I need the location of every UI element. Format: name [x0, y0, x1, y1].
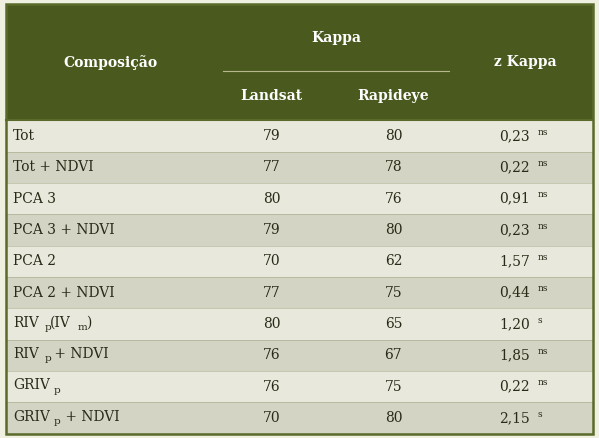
- Bar: [6, 308, 593, 339]
- Text: 67: 67: [385, 348, 403, 362]
- Text: 0,91: 0,91: [500, 191, 530, 205]
- Text: ns: ns: [538, 347, 548, 356]
- Text: 76: 76: [263, 380, 280, 394]
- Text: Kappa: Kappa: [311, 31, 361, 45]
- Text: + NDVI: + NDVI: [50, 347, 109, 361]
- Text: ns: ns: [538, 253, 548, 262]
- Text: 79: 79: [263, 223, 280, 237]
- Text: RIV: RIV: [13, 316, 39, 330]
- Text: (IV: (IV: [50, 316, 71, 330]
- Text: p: p: [44, 323, 51, 332]
- Text: ): ): [86, 316, 92, 330]
- Text: 79: 79: [263, 129, 280, 143]
- Bar: [6, 277, 593, 308]
- Text: 0,23: 0,23: [500, 223, 530, 237]
- Text: 0,22: 0,22: [500, 380, 530, 394]
- Text: 0,22: 0,22: [500, 160, 530, 174]
- Bar: [6, 214, 593, 246]
- Bar: [6, 402, 593, 434]
- Text: 80: 80: [385, 411, 402, 425]
- Text: Tot: Tot: [13, 129, 35, 143]
- Text: Landsat: Landsat: [241, 88, 302, 102]
- Text: 1,57: 1,57: [499, 254, 530, 268]
- Bar: [6, 120, 593, 152]
- Bar: [6, 183, 593, 214]
- Text: s: s: [538, 315, 542, 325]
- Text: 1,20: 1,20: [500, 317, 530, 331]
- Text: 75: 75: [385, 380, 403, 394]
- Text: 80: 80: [385, 223, 402, 237]
- Bar: [6, 4, 593, 120]
- Text: p: p: [54, 417, 60, 426]
- Text: 75: 75: [385, 286, 403, 300]
- Bar: [6, 246, 593, 277]
- Text: 0,23: 0,23: [500, 129, 530, 143]
- Text: 80: 80: [385, 129, 402, 143]
- Text: ns: ns: [538, 378, 548, 387]
- Text: 77: 77: [263, 286, 280, 300]
- Text: 70: 70: [263, 254, 280, 268]
- Bar: [6, 152, 593, 183]
- Text: 76: 76: [385, 191, 403, 205]
- Text: p: p: [44, 354, 51, 363]
- Text: ns: ns: [538, 190, 548, 199]
- Text: p: p: [54, 385, 60, 395]
- Text: PCA 2: PCA 2: [13, 254, 56, 268]
- Text: 76: 76: [263, 348, 280, 362]
- Text: z Kappa: z Kappa: [494, 55, 557, 69]
- Text: Rapideye: Rapideye: [358, 88, 429, 102]
- Text: Composição: Composição: [63, 55, 158, 70]
- Text: m: m: [78, 323, 87, 332]
- Text: 2,15: 2,15: [500, 411, 530, 425]
- Text: ns: ns: [538, 284, 548, 293]
- Text: ns: ns: [538, 222, 548, 230]
- Text: 78: 78: [385, 160, 403, 174]
- Text: PCA 2 + NDVI: PCA 2 + NDVI: [13, 286, 115, 300]
- Text: 70: 70: [263, 411, 280, 425]
- Bar: [6, 371, 593, 402]
- Text: PCA 3: PCA 3: [13, 191, 56, 205]
- Text: ns: ns: [538, 159, 548, 168]
- Text: 0,44: 0,44: [499, 286, 530, 300]
- Text: 1,85: 1,85: [500, 348, 530, 362]
- Bar: [6, 339, 593, 371]
- Text: ns: ns: [538, 127, 548, 137]
- Text: 65: 65: [385, 317, 402, 331]
- Text: PCA 3 + NDVI: PCA 3 + NDVI: [13, 223, 115, 237]
- Text: Tot + NDVI: Tot + NDVI: [13, 160, 94, 174]
- Text: s: s: [538, 410, 542, 419]
- Text: 80: 80: [263, 317, 280, 331]
- Text: 62: 62: [385, 254, 402, 268]
- Text: 77: 77: [263, 160, 280, 174]
- Text: GRIV: GRIV: [13, 378, 50, 392]
- Text: + NDVI: + NDVI: [61, 410, 120, 424]
- Text: GRIV: GRIV: [13, 410, 50, 424]
- Text: 80: 80: [263, 191, 280, 205]
- Text: RIV: RIV: [13, 347, 39, 361]
